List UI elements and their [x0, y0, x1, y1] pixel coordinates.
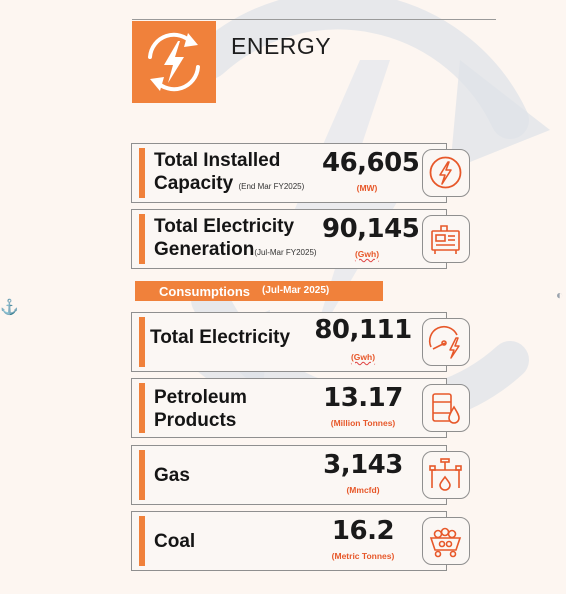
gas-icon-box	[422, 451, 470, 499]
electricity-consumption-card: Total Electricity 80,111 (Gwh)	[131, 312, 447, 372]
card-label-line2: Products	[154, 410, 237, 431]
card-unit: (Million Tonnes)	[330, 418, 396, 428]
card-note: (End Mar FY2025)	[238, 182, 305, 191]
installed-capacity-icon-box	[422, 149, 470, 197]
consumptions-banner: Consumptions (Jul-Mar 2025)	[135, 281, 383, 301]
card-accent-bar	[139, 516, 145, 566]
power-cycle-icon	[148, 32, 200, 92]
card-accent-bar	[139, 383, 145, 433]
petroleum-icon-box	[422, 384, 470, 432]
card-unit: (Mmcfd)	[346, 485, 380, 495]
card-accent-bar	[139, 214, 145, 264]
anchor-icon: ⚓	[0, 299, 19, 316]
card-value: 3,143	[323, 450, 403, 480]
coal-cart-icon	[429, 527, 462, 558]
meter-bolt-icon	[428, 325, 460, 359]
card-note: (Jul-Mar FY2025)	[254, 248, 317, 257]
coal-card: Coal 16.2 (Metric Tonnes)	[131, 511, 447, 571]
consumptions-label: Consumptions	[159, 284, 250, 299]
card-unit: (Gwh)	[354, 249, 380, 259]
installed-capacity-card: Total Installed Capacity (End Mar FY2025…	[131, 143, 447, 203]
electricity-consumption-icon-box	[422, 318, 470, 366]
card-label: Total Installed Capacity (End Mar FY2025…	[154, 149, 304, 198]
generator-icon	[431, 225, 460, 254]
card-value: 46,605	[322, 148, 420, 178]
oil-barrel-icon	[432, 393, 460, 424]
electricity-generation-icon-box	[422, 215, 470, 263]
card-value: 13.17	[323, 383, 403, 413]
petroleum-card: Petroleum Products 13.17 (Million Tonnes…	[131, 378, 447, 438]
card-unit: (Gwh)	[350, 352, 376, 362]
energy-tile	[132, 21, 216, 103]
section-title: ENERGY	[231, 33, 332, 59]
card-accent-bar	[139, 317, 145, 367]
card-label-line1: Petroleum	[154, 387, 247, 408]
card-unit: (Metric Tonnes)	[331, 551, 395, 561]
bolt-circle-icon	[429, 156, 462, 189]
card-unit: (MW)	[356, 183, 378, 193]
card-value: 16.2	[331, 516, 395, 546]
card-label: Coal	[154, 531, 196, 552]
card-accent-bar	[139, 450, 145, 500]
card-value: 90,145	[322, 214, 420, 244]
card-label-line1: Total Electricity	[154, 216, 295, 237]
card-value: 80,111	[314, 315, 412, 345]
card-label-line2: Generation	[154, 239, 255, 260]
card-accent-bar	[139, 148, 145, 198]
gas-pipe-flame-icon	[429, 458, 462, 491]
gas-card: Gas 3,143 (Mmcfd)	[131, 445, 447, 505]
electricity-generation-card: Total Electricity Generation(Jul-Mar FY2…	[131, 209, 447, 269]
card-label: Petroleum Products	[154, 386, 247, 432]
card-label-line2: Capacity	[154, 173, 234, 194]
coal-icon-box	[422, 517, 470, 565]
card-label: Total Electricity Generation(Jul-Mar FY2…	[154, 215, 317, 264]
side-mark: ◐	[556, 288, 564, 302]
top-rule	[132, 19, 496, 20]
card-label: Total Electricity	[150, 327, 291, 348]
card-label: Gas	[154, 465, 190, 486]
card-label-line1: Total Installed	[154, 150, 281, 171]
consumptions-period: (Jul-Mar 2025)	[262, 285, 330, 296]
